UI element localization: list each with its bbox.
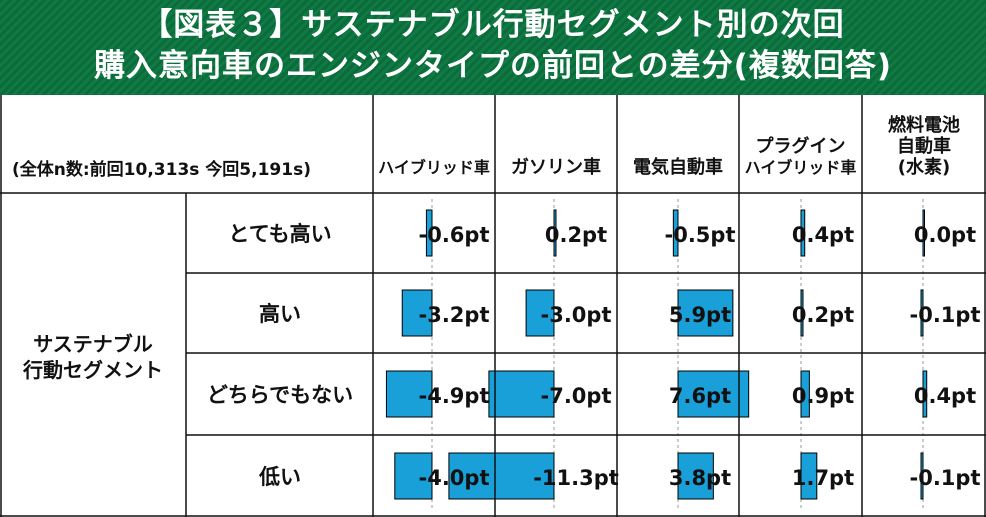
column-header: 電気自動車 (633, 156, 723, 178)
bar (385, 370, 433, 418)
bar (394, 452, 433, 500)
value-label: 0.4pt (914, 384, 976, 408)
column-header: ハイブリッド車 (745, 158, 857, 177)
column-header: 燃料電池 (888, 114, 960, 136)
row-label: 低い (258, 465, 301, 489)
value-label: 0.4pt (792, 223, 854, 247)
bar (920, 452, 924, 500)
column-header: ハイブリッド車 (378, 158, 490, 177)
value-label: 0.2pt (545, 223, 607, 247)
bar (672, 209, 679, 257)
chart-table: -0.6pt 0.2pt -0.5pt 0.4pt 0.0pt -3.2pt -3.0pt 5… (0, 95, 986, 517)
bar (677, 370, 750, 418)
value-label: 1.7pt (792, 466, 854, 490)
column-header: 自動車 (897, 135, 951, 157)
value-label: 5.9pt (669, 303, 731, 327)
header-row-bg (0, 95, 986, 193)
sample-size-note: (全体n数:前回10,313s 今回5,191s) (12, 159, 311, 180)
value-label: 0.0pt (914, 223, 976, 247)
bar (677, 289, 734, 337)
value-label: 0.9pt (792, 384, 854, 408)
bar (800, 289, 804, 337)
bar (800, 452, 818, 500)
value-label: -0.1pt (910, 303, 981, 327)
value-label: -11.3pt (533, 466, 619, 490)
value-label: -0.5pt (665, 223, 736, 247)
value-label: -3.2pt (419, 303, 490, 327)
row-label: とても高い (228, 222, 331, 246)
value-label: -4.9pt (419, 384, 490, 408)
value-label: -0.1pt (910, 466, 981, 490)
value-label: -0.6pt (419, 223, 490, 247)
bar (525, 289, 555, 337)
chart-title-line-1: 【図表３】サステナブル行動セグメント別の次回 (141, 7, 845, 43)
bar (677, 452, 714, 500)
bar (488, 370, 555, 418)
row-group-label: サステナブル (33, 332, 153, 356)
bar (800, 209, 806, 257)
value-label: 7.6pt (669, 384, 731, 408)
bar (553, 209, 557, 257)
column-header: プラグイン (756, 135, 846, 157)
bar (800, 370, 810, 418)
bar (425, 209, 433, 257)
bar (401, 289, 433, 337)
value-label: -7.0pt (541, 384, 612, 408)
row-label: どちらでもない (207, 383, 353, 407)
value-label: 0.2pt (792, 303, 854, 327)
bar (448, 452, 555, 500)
value-label: 3.8pt (669, 466, 731, 490)
row-label: 高い (259, 302, 301, 326)
bar (922, 209, 925, 257)
chart-title-line-2: 購入意向車のエンジンタイプの前回との差分(複数回答) (93, 48, 893, 84)
bar (922, 370, 928, 418)
value-label: -3.0pt (541, 303, 612, 327)
title-banner: 【図表３】サステナブル行動セグメント別の次回 購入意向車のエンジンタイプの前回と… (0, 0, 986, 95)
value-label: -4.0pt (419, 466, 490, 490)
column-header: (水素) (898, 156, 950, 178)
bar (920, 289, 924, 337)
row-group-label: 行動セグメント (22, 358, 163, 382)
column-header: ガソリン車 (511, 156, 601, 178)
